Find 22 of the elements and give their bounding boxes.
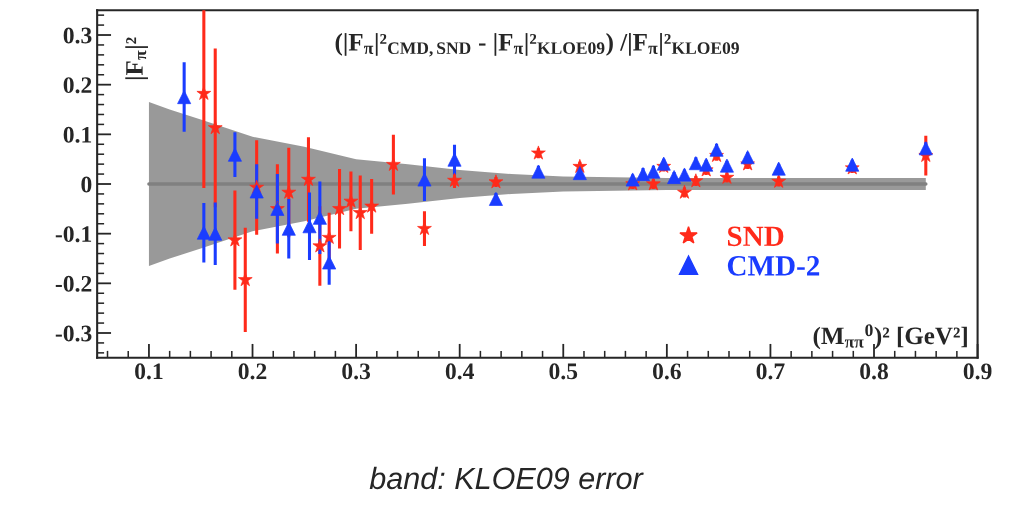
x-tick-label: 0.3 bbox=[342, 363, 371, 380]
legend-label: CMD-2 bbox=[727, 256, 820, 276]
x-tick-label: 0.7 bbox=[756, 363, 785, 380]
x-tick-label: 0.6 bbox=[652, 363, 681, 380]
legend-label: SND bbox=[727, 226, 784, 247]
x-tick-label: 0.5 bbox=[549, 363, 578, 380]
x-tick-label: 0.2 bbox=[238, 363, 267, 380]
y-tick-label: -0.1 bbox=[55, 226, 92, 243]
y-tick-label: 0 bbox=[81, 176, 92, 193]
x-tick-label: 0.8 bbox=[860, 363, 888, 380]
x-tick-label: 0.1 bbox=[135, 363, 163, 380]
y-tick-label: -0.3 bbox=[55, 325, 92, 342]
chart-title: (|F$_{π}$|²$_{CMD,SND}$ - |F$_{π}$|²$_{KLOE09}$) /|F$_{π}$|²$_{KLOE09}$ bbox=[335, 33, 739, 57]
y-tick-label: 0.3 bbox=[63, 27, 92, 44]
y-tick-label: -0.2 bbox=[55, 275, 92, 292]
x-tick-label: 0.4 bbox=[445, 363, 474, 380]
y-tick-label: 0.1 bbox=[63, 126, 92, 143]
text: band: KLOE09 error bbox=[369, 466, 644, 490]
y-axis-title: |F$_{π}$|² bbox=[125, 37, 149, 80]
x-tick-label: 0.9 bbox=[963, 363, 992, 380]
y-tick-label: 0.2 bbox=[63, 77, 92, 94]
x-axis-title: (M$_{ππ}$$^{0}$)² [GeV²] bbox=[813, 324, 967, 350]
